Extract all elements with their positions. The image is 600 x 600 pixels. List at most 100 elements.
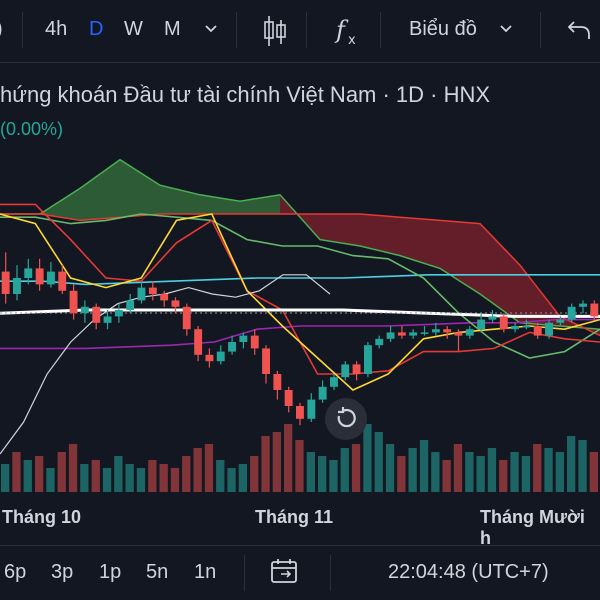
undo-icon[interactable] (566, 18, 592, 48)
candle-body (92, 306, 101, 323)
clock: 22:04:48 (UTC+7) (388, 561, 549, 583)
volume-bar (374, 432, 383, 492)
volume-bar (431, 452, 440, 492)
candle-body (511, 326, 519, 330)
volume-bar (80, 464, 89, 492)
interval-w[interactable]: W (124, 18, 143, 40)
toolbar-divider (0, 62, 600, 63)
candle-body (148, 287, 157, 294)
range-1n[interactable]: 1n (194, 561, 217, 583)
candle-body (182, 306, 191, 330)
cloud-segment (280, 194, 320, 240)
volume-bar (102, 468, 112, 492)
volume-bar (385, 444, 395, 492)
volume-bar (306, 452, 315, 492)
range-6p[interactable]: 6p (4, 561, 27, 583)
interval-d[interactable]: D (89, 18, 104, 40)
separator (236, 12, 237, 48)
cloud-segment (440, 220, 480, 294)
toolbar-partial: ) (0, 18, 3, 41)
cloud-segment (480, 223, 520, 323)
chart-type-label[interactable]: Biểu đồ (409, 18, 477, 40)
separator (244, 555, 245, 591)
candle-body (69, 290, 78, 314)
x-label-thang-10: Tháng 10 (2, 507, 82, 527)
candle-body (160, 294, 169, 301)
separator (540, 12, 541, 48)
candle-body (488, 316, 497, 320)
cloud-segment (80, 159, 120, 221)
svg-text:x: x (348, 33, 356, 48)
candle-body (386, 332, 395, 339)
bottom-divider (0, 545, 600, 546)
interval-4h[interactable]: 4h (45, 18, 68, 40)
volume-bar (136, 468, 146, 492)
candle-body (137, 287, 146, 301)
span-green-line (0, 213, 600, 359)
candle-body (409, 332, 418, 336)
cloud-segment (400, 217, 440, 269)
candle-body (58, 271, 67, 291)
volume-bar (272, 432, 281, 492)
calendar-icon[interactable] (270, 557, 300, 591)
volume-bar (23, 460, 32, 492)
volume-bar (114, 456, 123, 492)
volume-bar (510, 452, 519, 492)
volume-bar (453, 444, 463, 492)
range-5n[interactable]: 5n (146, 561, 169, 583)
interval-m[interactable]: M (164, 18, 181, 40)
volume-bar (12, 452, 21, 492)
candle-body (420, 332, 429, 334)
bottom-bar: 6p 3p 1p 5n 1n 22:04:48 (UTC+7) (0, 545, 600, 600)
volume-bar (363, 424, 372, 492)
separator (380, 12, 381, 48)
reset-icon[interactable] (325, 398, 367, 440)
volume-bar (1, 464, 10, 492)
candle-body (341, 364, 350, 378)
volume-bar (555, 452, 564, 492)
volume-bar (216, 460, 225, 492)
candle-body (522, 326, 531, 328)
volume-bar (419, 440, 429, 492)
range-1p[interactable]: 1p (99, 561, 122, 583)
candle-body (375, 338, 384, 346)
volume-bar (204, 444, 214, 492)
fx-icon[interactable]: f x (334, 14, 364, 54)
volume-bar (567, 436, 576, 492)
candle-body (590, 303, 599, 317)
candle-body (250, 335, 259, 349)
volume-bar (250, 456, 259, 492)
range-3p[interactable]: 3p (51, 561, 74, 583)
volume-bar (295, 440, 304, 492)
candle-body (171, 300, 180, 307)
chevron-down-icon[interactable] (498, 20, 514, 43)
volume-bar (487, 448, 497, 492)
volume-bar (35, 456, 44, 492)
volume-bar (91, 460, 100, 492)
candle-body (24, 268, 33, 278)
candle-body (567, 306, 576, 320)
volume-bar (193, 448, 202, 492)
candle-body (318, 386, 327, 400)
cloud-span-b (0, 213, 600, 337)
cloud-segment (40, 188, 80, 221)
candle-body (397, 332, 406, 336)
candles-icon[interactable] (262, 14, 288, 54)
candle-body (262, 348, 270, 374)
volume-bar (589, 452, 598, 492)
volume-bar (148, 460, 157, 492)
price-chart[interactable] (0, 0, 600, 545)
volume-bar (284, 424, 293, 492)
candle-body (205, 354, 214, 362)
volume-bar (261, 436, 270, 492)
chevron-down-icon[interactable] (203, 20, 219, 43)
volume-bar (227, 468, 236, 492)
x-label-thang-muoi-hai: Tháng Mười h (480, 507, 585, 548)
volume-bar (182, 456, 191, 492)
x-label-thang-11: Tháng 11 (255, 507, 334, 527)
candle-body (499, 316, 508, 330)
volume-bars (1, 424, 598, 492)
cloud-span-a (0, 158, 600, 330)
volume-bar (170, 468, 180, 492)
candle-body (126, 300, 135, 310)
